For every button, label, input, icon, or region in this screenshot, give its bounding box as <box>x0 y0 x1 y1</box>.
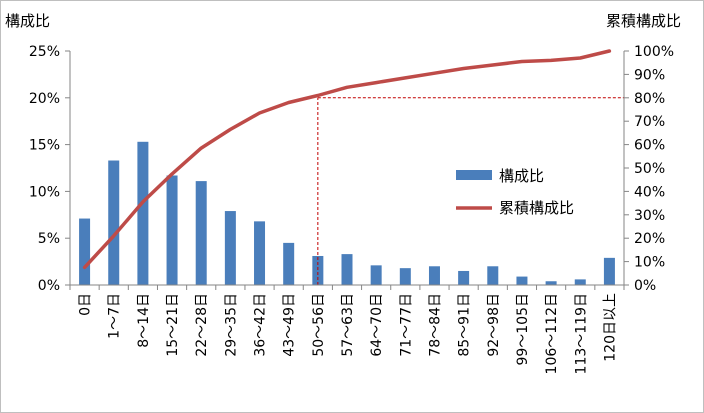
right-tick-label: 0% <box>634 278 656 294</box>
bar <box>428 266 440 285</box>
x-tick-label: 71～77日 <box>398 293 414 357</box>
bar <box>458 270 470 285</box>
right-tick-label: 10% <box>634 255 665 271</box>
x-tick-label: 8～14日 <box>136 293 152 348</box>
right-axis-title: 累積構成比 <box>606 12 681 30</box>
x-tick-label: 64～70日 <box>369 293 385 357</box>
bar <box>603 257 615 285</box>
left-tick-label: 0% <box>38 278 60 294</box>
legend-swatch-bar <box>456 170 492 180</box>
x-tick-label: 50～56日 <box>311 293 327 357</box>
bar <box>224 211 236 285</box>
left-axis-title: 構成比 <box>5 12 50 30</box>
reference-lines <box>317 97 624 285</box>
line-series <box>82 49 612 270</box>
bar <box>545 281 557 285</box>
x-tick-label: 43～49日 <box>282 293 298 357</box>
right-tick-label: 90% <box>634 67 665 83</box>
left-axis: 0% 5% 10% 15% 20% 25% <box>29 44 70 294</box>
cumulative-line <box>82 49 612 270</box>
x-tick-label: 0日 <box>78 293 94 316</box>
x-tick-label: 57～63日 <box>340 293 356 357</box>
bar <box>312 255 324 285</box>
right-tick-label: 70% <box>634 114 665 130</box>
bar <box>195 181 207 285</box>
legend-label-line: 累積構成比 <box>499 199 574 217</box>
left-tick-label: 20% <box>29 91 60 107</box>
bar-series <box>79 141 615 285</box>
bar <box>370 265 382 285</box>
bar <box>79 218 91 285</box>
bar <box>283 242 295 285</box>
axes-lines <box>69 51 625 290</box>
right-tick-label: 80% <box>634 91 665 107</box>
right-tick-label: 30% <box>634 208 665 224</box>
bar <box>341 254 353 285</box>
x-tick-label: 85～91日 <box>457 293 473 357</box>
right-tick-label: 100% <box>634 44 674 60</box>
right-tick-label: 40% <box>634 184 665 200</box>
bar <box>487 266 499 285</box>
x-tick-label: 113～119日 <box>573 293 589 374</box>
x-tick-label: 22～28日 <box>194 293 210 357</box>
bar <box>254 221 266 285</box>
x-tick-label: 99～105日 <box>515 293 531 366</box>
x-tick-label: 92～98日 <box>486 293 502 357</box>
right-tick-label: 50% <box>634 161 665 177</box>
x-tick-label: 120日以上 <box>602 293 618 362</box>
x-tick-label: 106～112日 <box>544 293 560 374</box>
x-tick-label: 15～21日 <box>165 293 181 357</box>
x-tick-label: 29～35日 <box>223 293 239 357</box>
x-tick-label: 36～42日 <box>253 293 269 357</box>
bar <box>516 276 528 285</box>
left-tick-label: 10% <box>29 184 60 200</box>
bar <box>574 279 586 285</box>
x-axis-labels: 0日 1～7日 8～14日 15～21日 22～28日 29～35日 36～42日 43～49… <box>78 293 619 374</box>
left-tick-label: 15% <box>29 138 60 154</box>
legend-label-bar: 構成比 <box>499 167 544 185</box>
x-tick-label: 1～7日 <box>107 293 123 339</box>
right-tick-label: 60% <box>634 138 665 154</box>
left-tick-label: 25% <box>29 44 60 60</box>
left-tick-label: 5% <box>38 231 60 247</box>
bar <box>399 268 411 285</box>
right-tick-label: 20% <box>634 231 665 247</box>
bar <box>166 175 178 285</box>
bar <box>137 141 149 285</box>
x-tick-label: 78～84日 <box>427 293 443 357</box>
bar <box>108 160 120 285</box>
right-axis: 0% 10% 20% 30% 40% 50% 60% 70% 80% 90% 100% <box>624 44 674 294</box>
